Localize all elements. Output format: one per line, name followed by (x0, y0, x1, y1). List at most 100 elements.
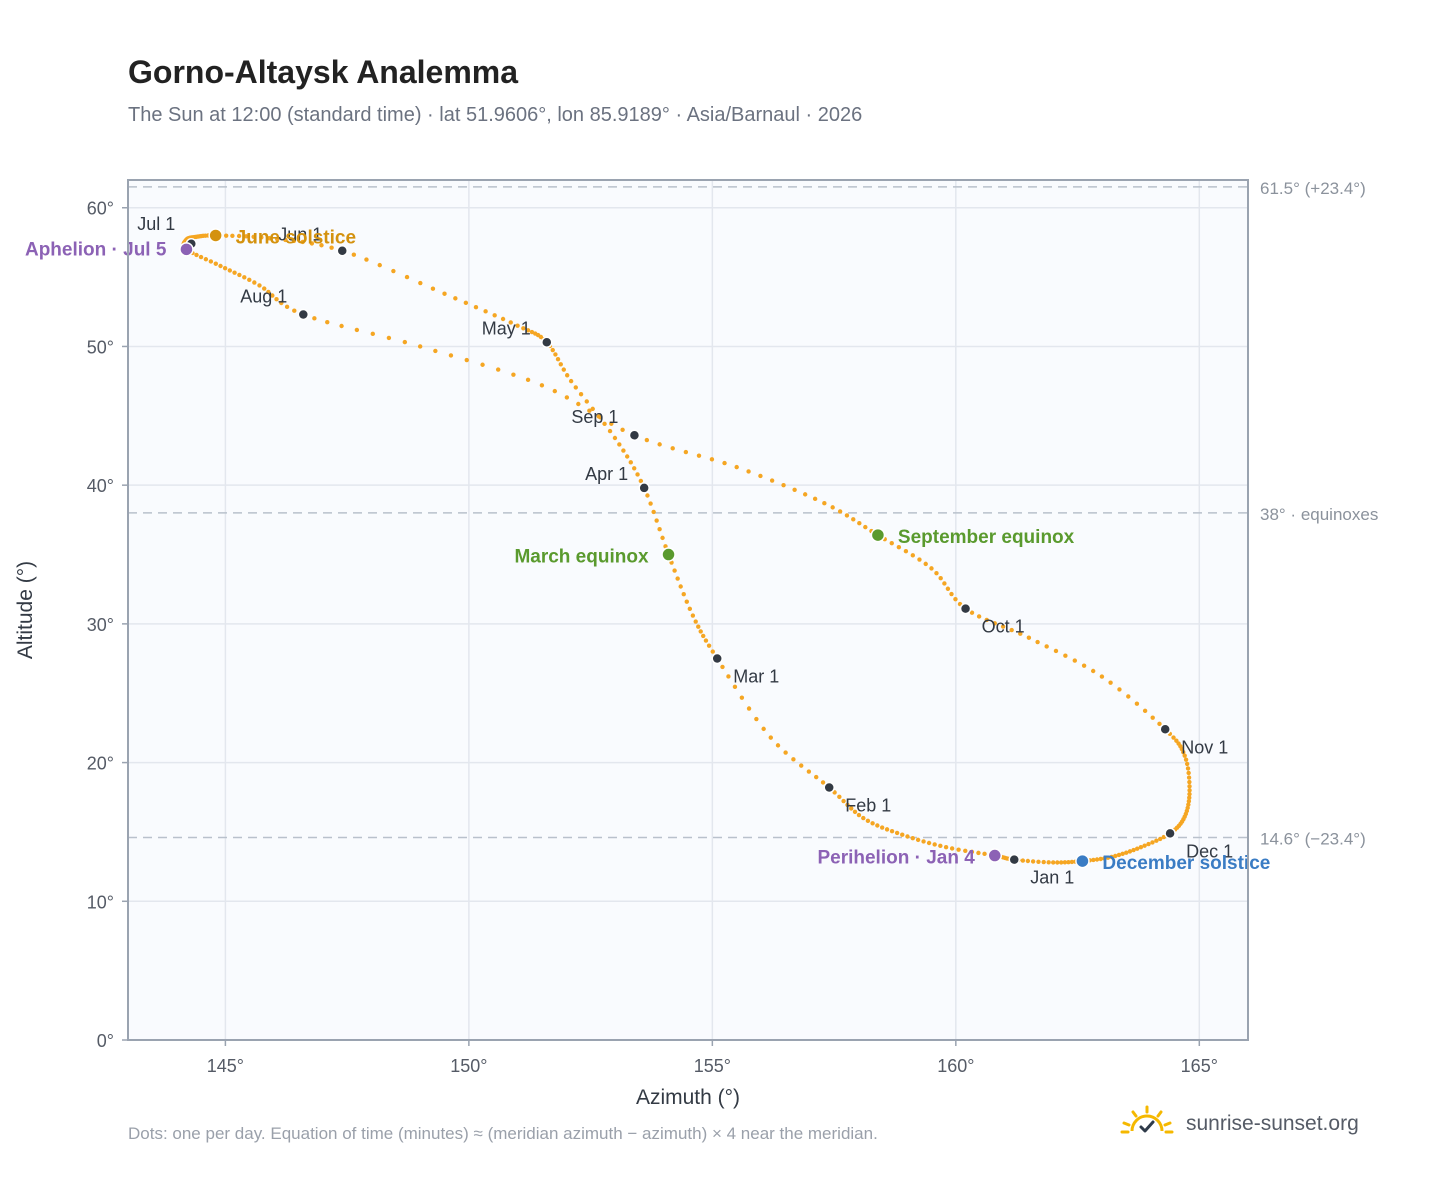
day-dot (213, 261, 218, 266)
day-dot (621, 448, 626, 453)
day-dot (645, 493, 650, 498)
day-dot (992, 621, 997, 626)
day-dot (1069, 859, 1075, 865)
day-dot (1138, 844, 1144, 850)
x-tick-label: 165° (1181, 1056, 1218, 1076)
day-dot (1030, 859, 1036, 864)
y-tick-label: 0° (97, 1031, 114, 1051)
special-point-label: December solstice (1102, 853, 1270, 874)
day-dot (849, 806, 854, 811)
day-dot (430, 286, 436, 291)
y-axis-title: Altitude (°) (14, 561, 37, 659)
day-dot (720, 664, 725, 670)
day-dot (492, 313, 497, 318)
day-dot (1135, 846, 1140, 851)
day-dot (515, 323, 520, 328)
day-dot (657, 527, 662, 532)
day-dot (1044, 644, 1049, 649)
day-dot (1025, 858, 1031, 864)
reference-line-label: 38° · equinoxes (1260, 505, 1378, 524)
day-dot (678, 584, 683, 589)
day-dot (283, 237, 288, 243)
day-dot (929, 566, 934, 571)
day-dot (473, 304, 479, 310)
day-dot (433, 348, 438, 354)
day-dot (266, 289, 271, 295)
day-dot (851, 517, 856, 522)
day-dot (884, 827, 890, 832)
day-dot (339, 323, 344, 329)
day-dot (934, 570, 939, 576)
day-dot (1117, 687, 1122, 692)
day-dot (354, 327, 360, 333)
day-dot (739, 695, 745, 700)
day-dot (1184, 761, 1190, 767)
day-dot (555, 356, 561, 362)
day-dot (1041, 859, 1046, 865)
day-dot (247, 277, 252, 283)
day-dot (227, 268, 233, 273)
day-dot (675, 576, 680, 581)
plot-frame (127, 179, 1249, 1041)
day-dot (1186, 770, 1191, 776)
day-dot (617, 442, 622, 447)
day-dot (915, 837, 921, 843)
day-dot (386, 335, 392, 341)
day-dot (463, 300, 469, 306)
day-dot (1098, 856, 1103, 862)
month-marker-label: Aug 1 (240, 287, 287, 307)
day-dot (905, 834, 910, 839)
month-marker (336, 244, 349, 257)
day-dot (857, 521, 862, 526)
day-dot (949, 591, 954, 597)
day-dot (783, 750, 788, 755)
day-dot (845, 802, 850, 808)
month-marker (297, 308, 310, 321)
day-dot (687, 606, 693, 612)
day-dot (1146, 841, 1151, 847)
day-dot (448, 353, 454, 358)
day-dot (830, 505, 835, 510)
special-point-marker (208, 228, 223, 243)
day-dot (690, 613, 696, 618)
day-dot (799, 763, 804, 768)
day-dot (820, 780, 826, 785)
day-dot (480, 362, 485, 367)
month-marker-label: May 1 (482, 318, 531, 338)
day-dot (746, 469, 751, 474)
day-dot (1183, 757, 1189, 762)
reference-line-label: 14.6° (−23.4°) (1260, 829, 1366, 848)
day-dot (1062, 860, 1068, 865)
month-marker (638, 482, 650, 494)
day-dot (802, 492, 808, 497)
day-dot (1161, 834, 1167, 840)
day-dot (672, 568, 677, 573)
special-point-label: Perihelion · Jan 4 (817, 848, 975, 869)
day-dot (550, 347, 555, 353)
day-dot (587, 408, 592, 413)
day-dot (734, 464, 739, 470)
day-dot (325, 319, 330, 325)
day-dot (598, 415, 603, 420)
day-dot (267, 236, 272, 241)
day-dot (236, 233, 242, 239)
day-dot (1000, 624, 1006, 629)
day-dot (703, 638, 709, 643)
day-dot (533, 331, 538, 336)
axes: 145° 150° 155° 160° 165° 0° 10° 20° 30° 40° 50° 60°… (14, 179, 1249, 1109)
day-dot (856, 812, 862, 818)
day-dot (319, 243, 324, 248)
day-dot (746, 706, 752, 711)
day-dot (539, 383, 545, 388)
day-dot (1009, 627, 1014, 633)
x-tick-label: 155° (694, 1056, 731, 1076)
day-dot (1157, 721, 1162, 727)
day-dot (508, 320, 513, 325)
day-dot (761, 726, 766, 732)
day-dot (844, 513, 850, 518)
day-dot (1142, 843, 1147, 848)
day-dot (464, 357, 469, 363)
day-dot (660, 535, 665, 541)
day-dot (218, 263, 223, 269)
brand[interactable]: sunrise-sunset.org (1120, 1104, 1359, 1143)
